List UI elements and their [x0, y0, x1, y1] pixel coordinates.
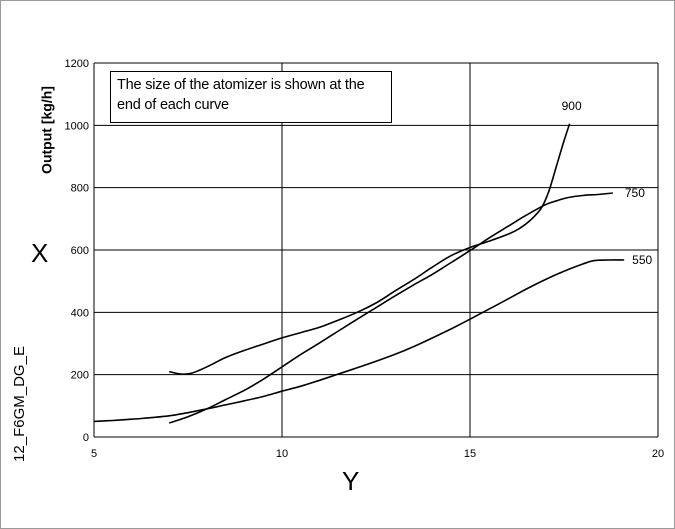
y-tick-label-400: 400	[71, 307, 89, 319]
series-label-750: 750	[625, 186, 645, 200]
y-axis-title: Output [kg/h]	[39, 86, 55, 174]
x-tick-label-5: 5	[91, 448, 97, 460]
y-tick-label-1000: 1000	[65, 120, 89, 132]
x-tick-label-20: 20	[652, 448, 664, 460]
series-line-550	[93, 259, 625, 423]
series-line-750	[168, 192, 613, 424]
series-lines	[93, 123, 625, 424]
tick-labels: 0 200 400 600 800 1000 1200 5 10 15 20	[65, 58, 665, 460]
x-tick-label-15: 15	[464, 448, 476, 460]
y-tick-label-600: 600	[71, 245, 89, 257]
y-tick-label-0: 0	[83, 432, 89, 444]
series-label-900: 900	[562, 99, 582, 113]
series-labels: 900 750 550	[562, 99, 653, 267]
x-tick-label-10: 10	[276, 448, 288, 460]
y-tick-label-800: 800	[71, 183, 89, 195]
annotation-box: The size of the atomizer is shown at the…	[110, 71, 392, 123]
gridlines	[93, 62, 659, 438]
figure-id: 12_F6GM_DG_E	[11, 346, 28, 462]
series-line-900	[169, 123, 571, 375]
y-tick-label-1200: 1200	[65, 58, 89, 70]
series-label-550: 550	[632, 253, 652, 267]
x-axis-letter: Y	[342, 466, 359, 496]
y-tick-label-200: 200	[71, 370, 89, 382]
y-axis-letter: X	[31, 238, 48, 268]
